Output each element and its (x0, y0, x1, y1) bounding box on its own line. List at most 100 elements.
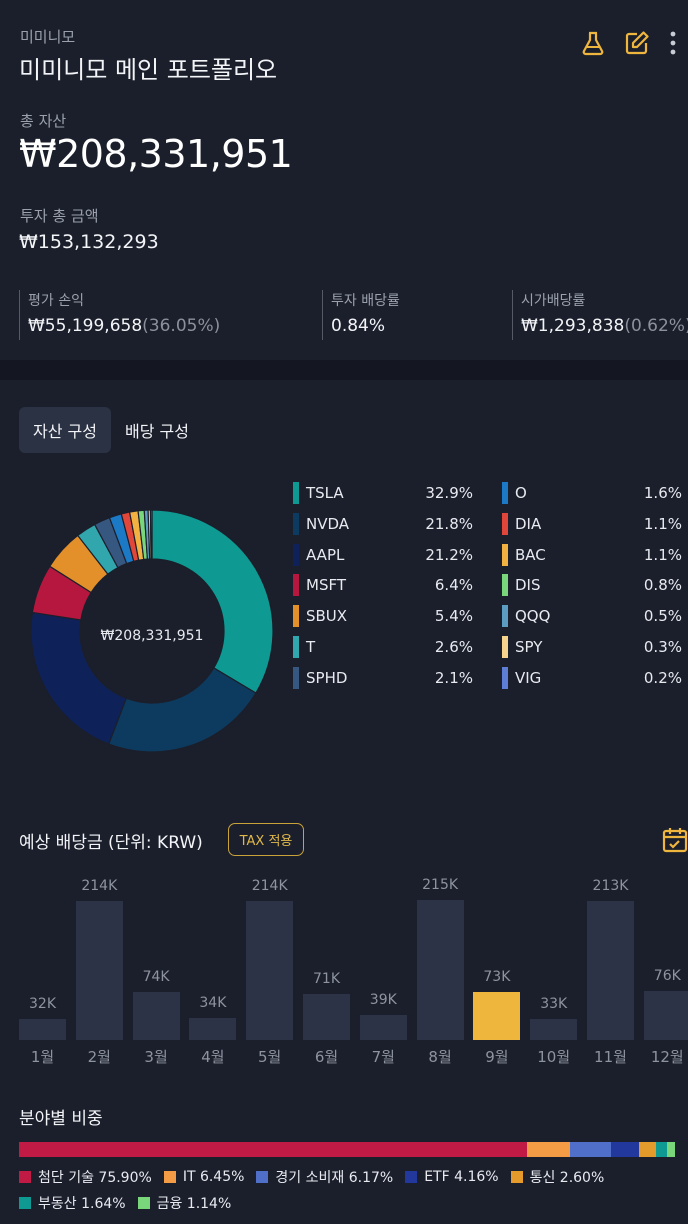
legend-swatch (293, 512, 299, 535)
tab-asset-composition[interactable]: 자산 구성 (19, 407, 111, 453)
legend-percent: 21.8% (425, 514, 473, 533)
bar-month-label: 5월 (258, 1048, 282, 1066)
stat-profit: 평가 손익 ₩55,199,658(36.05%) (19, 290, 220, 340)
stat-label: 시가배당률 (521, 293, 586, 309)
legend-swatch (502, 635, 508, 658)
bar-month-10[interactable] (530, 1018, 578, 1040)
composition-tabs: 자산 구성 배당 구성 (19, 407, 203, 453)
legend-ticker: SBUX (306, 607, 348, 626)
legend-item-nvda: NVDA 21.8% (293, 511, 473, 542)
sector-segment-6 (656, 1142, 668, 1157)
legend-item-tsla: TSLA 32.9% (293, 480, 473, 511)
bar-value-label: 33K (540, 995, 568, 1012)
legend-percent: 0.8% (643, 576, 682, 595)
portfolio-header: 미미니모 미미니모 메인 포트폴리오 총 자산 ₩208,331,951 투자 … (0, 0, 688, 360)
edit-icon[interactable] (622, 28, 652, 58)
calendar-check-icon[interactable] (662, 826, 688, 854)
sector-legend-item: 경기 소비재 6.17% (256, 1166, 393, 1187)
legend-percent: 32.9% (425, 484, 473, 502)
sector-label: 부동산 1.64% (38, 1195, 126, 1212)
bar-value-label: 213K (592, 878, 629, 895)
legend-percent: 5.4% (434, 607, 473, 626)
header-actions (578, 28, 680, 58)
legend-percent: 0.3% (643, 637, 682, 656)
allocation-legend-left: TSLA 32.9% NVDA 21.8% AAPL 21.2% MSFT 6.4% SBUX 5… (293, 480, 473, 696)
sector-legend-item: 부동산 1.64% (19, 1192, 126, 1213)
legend-percent: 0.2% (643, 668, 682, 687)
legend-percent: 2.1% (434, 668, 473, 687)
sector-label: 첨단 기술 75.90% (38, 1169, 152, 1186)
invest-total-label: 투자 총 금액 (20, 207, 99, 225)
sector-swatch (19, 1170, 31, 1183)
donut-slice-vig[interactable] (149, 510, 153, 560)
sector-segment-4 (611, 1142, 639, 1157)
legend-percent: 1.6% (643, 484, 682, 502)
sector-swatch (405, 1170, 418, 1183)
legend-item-spy: SPY 0.3% (502, 634, 682, 665)
bar-month-2[interactable] (75, 900, 123, 1040)
sector-legend-item: ETF 4.16% (405, 1166, 499, 1187)
sector-stacked-bar (19, 1142, 675, 1157)
dividend-chart-title: 예상 배당금 (단위: KRW) (19, 833, 203, 853)
legend-swatch (293, 605, 299, 628)
bar-value-label: 76K (653, 967, 681, 984)
stat-invest-yield: 투자 배당률 0.84% (322, 290, 400, 340)
legend-item-bac: BAC 1.1% (502, 542, 682, 573)
allocation-legend-right: O 1.6% DIA 1.1% BAC 1.1% DIS 0.8% QQQ 0.5% SPY 0.3%… (502, 480, 682, 696)
legend-percent: 0.5% (643, 607, 682, 626)
legend-item-dis: DIS 0.8% (502, 572, 682, 603)
sector-label: 경기 소비재 6.17% (275, 1169, 394, 1186)
legend-percent: 1.1% (643, 514, 682, 533)
legend-swatch (502, 666, 508, 689)
market-dividend: ₩1,293,838 (521, 316, 625, 336)
bar-value-label: 34K (199, 994, 227, 1011)
bar-month-7[interactable] (359, 1014, 407, 1040)
sector-swatch (163, 1170, 176, 1183)
legend-item-aapl: AAPL 21.2% (293, 542, 473, 573)
portfolio-main: 자산 구성 배당 구성 ₩208,331,951 TSLA 32.9% NVDA 21… (0, 380, 688, 1224)
sector-label: ETF 4.16% (424, 1168, 499, 1185)
flask-icon[interactable] (578, 28, 608, 58)
bar-month-6[interactable] (303, 993, 350, 1040)
legend-swatch (293, 666, 299, 689)
donut-slice-nvda[interactable] (107, 667, 257, 752)
legend-item-vig: VIG 0.2% (502, 665, 682, 696)
bar-month-11[interactable] (587, 901, 634, 1040)
bar-month-5[interactable] (246, 900, 294, 1040)
bar-month-label: 3월 (144, 1048, 168, 1066)
legend-swatch (293, 482, 299, 504)
bar-month-1[interactable] (19, 1019, 66, 1040)
profit-rate: (36.05%) (142, 316, 221, 336)
sector-label: 금융 1.14% (156, 1195, 232, 1212)
market-yield-rate: (0.62%) (624, 316, 688, 336)
tab-dividend-composition[interactable]: 배당 구성 (124, 422, 189, 441)
more-vertical-icon[interactable] (666, 28, 680, 58)
legend-percent: 1.1% (643, 545, 682, 564)
donut-slice-tsla[interactable] (151, 510, 273, 694)
bar-month-9[interactable] (473, 992, 521, 1040)
sector-segment-7 (667, 1142, 675, 1157)
legend-item-o: O 1.6% (502, 480, 682, 511)
tax-apply-button[interactable]: TAX 적용 (228, 823, 304, 856)
bar-month-8[interactable] (416, 900, 464, 1040)
donut-center-total: ₩208,331,951 (100, 628, 204, 644)
sector-swatch (19, 1196, 31, 1209)
legend-ticker: MSFT (306, 576, 346, 595)
sector-segment-1 (19, 1142, 527, 1157)
legend-percent: 21.2% (425, 545, 473, 564)
sector-swatch (256, 1170, 269, 1183)
bar-month-3[interactable] (132, 991, 180, 1040)
stat-value: ₩1,293,838(0.62%) (521, 316, 688, 336)
legend-item-msft: MSFT 6.4% (293, 572, 473, 603)
sector-title: 분야별 비중 (19, 1109, 103, 1129)
legend-ticker: T (306, 637, 316, 656)
bar-value-label: 73K (483, 969, 511, 986)
sector-legend-item: IT 6.45% (163, 1166, 244, 1187)
bar-month-12[interactable] (643, 990, 688, 1040)
bar-month-4[interactable] (189, 1017, 237, 1040)
legend-item-dia: DIA 1.1% (502, 511, 682, 542)
legend-ticker: SPY (515, 637, 543, 656)
legend-ticker: BAC (515, 545, 546, 564)
legend-ticker: TSLA (306, 484, 344, 502)
sector-swatch (137, 1196, 150, 1209)
